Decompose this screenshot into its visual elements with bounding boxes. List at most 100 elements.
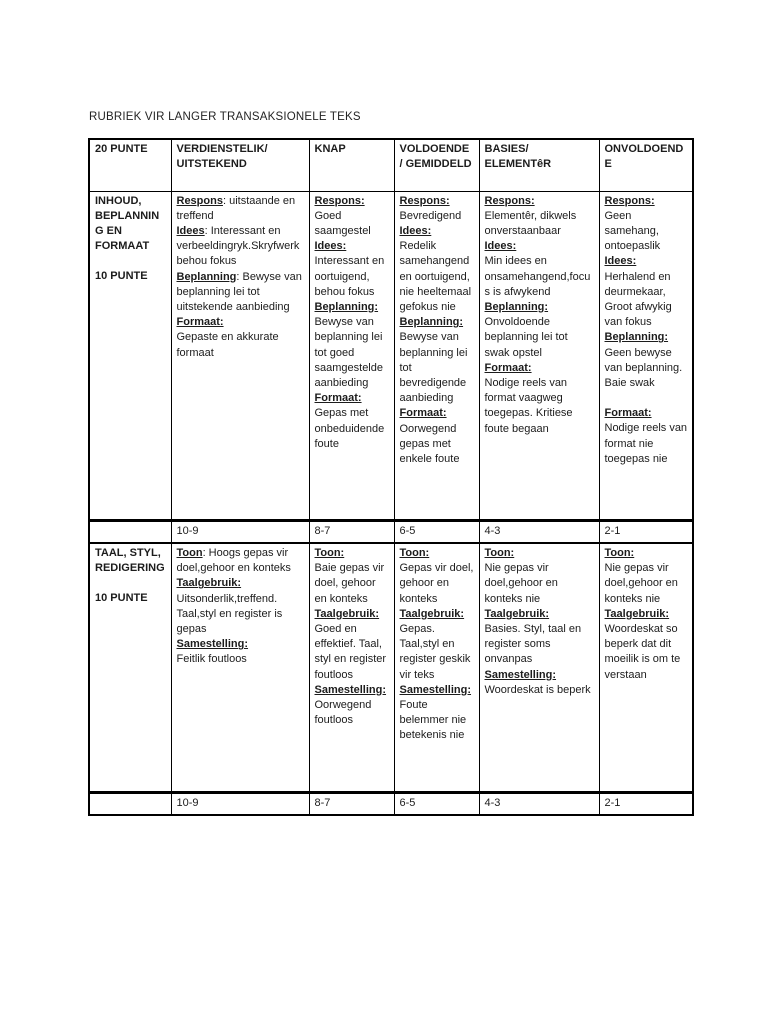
descriptor-heading: Samestelling:: [314, 683, 387, 696]
criteria-row: INHOUD, BEPLANNING EN FORMAAT 10 PUNTE Res…: [88, 190, 694, 521]
descriptor-heading: Idees:: [399, 224, 432, 237]
marks-cell: 8-7: [308, 518, 395, 544]
table-header-row: 20 PUNTE VERDIENSTELIK/ UITSTEKEND KNAP VOL…: [88, 138, 694, 192]
marks-cell: 6-5: [393, 518, 480, 544]
descriptor-cell: Toon: Nie gepas vir doel,gehoor en kontek…: [478, 542, 600, 793]
descriptor-item: Respons: Geen samehang, ontoepaslik: [604, 194, 661, 253]
descriptor-item: Beplanning: Bewyse van beplanning lei to…: [176, 270, 302, 313]
descriptor-item: Beplanning: Bewyse van beplanning lei tot…: [314, 300, 384, 389]
descriptor-item: Samestelling: Woordeskat is beperk: [484, 668, 591, 696]
column-header: BASIES/ ELEMENTêR: [478, 138, 600, 192]
descriptor-heading: Beplanning:: [399, 316, 464, 329]
descriptor-heading: Taalgebruik:: [176, 577, 242, 590]
descriptor-heading: Respons:: [399, 194, 450, 207]
criteria-name: TAAL, STYL, REDIGERING: [95, 547, 165, 575]
descriptor-item: Respons: uitstaande en treffend: [176, 194, 296, 222]
descriptor-item: Formaat: Nodige reels van format vaagweg …: [484, 361, 573, 435]
descriptor-item: Beplanning: Onvoldoende beplanning lei to…: [484, 300, 568, 359]
descriptor-cell: Respons: Elementêr, dikwels onverstaanbaa…: [478, 190, 600, 521]
criteria-label-cell: TAAL, STYL, REDIGERING 10 PUNTE: [88, 542, 172, 793]
column-header: ONVOLDOENDE: [598, 138, 694, 192]
descriptor-item: Idees: Redelik samehangend en oortuigend,…: [399, 224, 472, 313]
column-header: 20 PUNTE: [88, 138, 172, 192]
descriptor-heading: Beplanning:: [314, 300, 379, 313]
descriptor-cell: Toon: Nie gepas vir doel,gehoor en kontek…: [598, 542, 694, 793]
descriptor-heading: Respons:: [484, 194, 535, 207]
descriptor-item: Taalgebruik: Goed en effektief. Taal, sty…: [314, 607, 387, 681]
descriptor-cell: Toon: Gepas vir doel, gehoor en konteks Ta…: [393, 542, 480, 793]
descriptor-heading: Samestelling:: [176, 638, 249, 651]
descriptor-cell: Respons: Bevredigend Idees: Redelik samehan…: [393, 190, 480, 521]
descriptor-heading: Beplanning:: [604, 331, 669, 344]
rubric-table-body: INHOUD, BEPLANNING EN FORMAAT 10 PUNTE Res…: [88, 190, 694, 816]
descriptor-item: Respons: Elementêr, dikwels onverstaanbaa…: [484, 194, 577, 237]
descriptor-heading: Toon: [176, 547, 203, 559]
descriptor-item: Idees: Interessant en oortuigend, behou f…: [314, 240, 385, 298]
page-title: RUBRIEK VIR LANGER TRANSAKSIONELE TEKS: [89, 111, 361, 123]
descriptor-item: Idees: Min idees en onsamehangend,focus i…: [484, 240, 591, 298]
marks-cell: [88, 790, 172, 816]
descriptor-cell: Respons: uitstaande en treffend Idees: In…: [170, 190, 310, 521]
descriptor-item: Idees: Interessant en verbeeldingryk.Skr…: [176, 224, 300, 268]
descriptor-item: Toon: Nie gepas vir doel,gehoor en kontek…: [484, 547, 558, 605]
column-header: KNAP: [308, 138, 395, 192]
descriptor-item: Beplanning: Geen bewyse van beplanning. B…: [604, 331, 683, 389]
criteria-name: INHOUD, BEPLANNING EN FORMAAT: [95, 194, 160, 253]
descriptor-item: Taalgebruik: Uitsonderlik,treffend. Taal,…: [176, 577, 283, 636]
descriptor-heading: Samestelling:: [484, 668, 557, 681]
descriptor-heading: Toon:: [484, 547, 515, 559]
descriptor-cell: Toon: Baie gepas vir doel, gehoor en kont…: [308, 542, 395, 793]
descriptor-item: Respons: Goed saamgestel: [314, 194, 371, 237]
descriptor-item: Toon: Gepas vir doel, gehoor en konteks: [399, 547, 474, 605]
criteria-points: 10 PUNTE: [95, 592, 148, 605]
marks-cell: 10-9: [170, 518, 310, 544]
descriptor-heading: Formaat:: [484, 361, 532, 374]
descriptor-heading: Formaat:: [176, 316, 224, 329]
descriptor-item: Taalgebruik: Basies. Styl, taal en regist…: [484, 607, 582, 666]
descriptor-heading: Idees: [176, 224, 205, 237]
descriptor-item: Idees: Herhalend en deurmekaar, Groot afw…: [604, 255, 672, 329]
descriptor-heading: Toon:: [399, 547, 430, 559]
descriptor-heading: Respons: [176, 194, 223, 207]
descriptor-heading: Formaat:: [604, 407, 652, 420]
descriptor-heading: Samestelling:: [399, 683, 472, 696]
descriptor-heading: Toon:: [604, 547, 635, 559]
criteria-points: 10 PUNTE: [95, 270, 148, 283]
marks-cell: 2-1: [598, 790, 694, 816]
marks-row: 10-9 8-7 6-5 4-3 2-1: [88, 790, 694, 816]
descriptor-item: Beplanning: Bewyse van beplanning lei tot…: [399, 316, 468, 405]
criteria-label-cell: INHOUD, BEPLANNING EN FORMAAT 10 PUNTE: [88, 190, 172, 521]
marks-cell: [88, 518, 172, 544]
descriptor-cell: Respons: Goed saamgestel Idees: Interessant…: [308, 190, 395, 521]
marks-cell: 2-1: [598, 518, 694, 544]
marks-cell: 4-3: [478, 790, 600, 816]
descriptor-heading: Idees:: [314, 240, 347, 253]
column-header: VOLDOENDE / GEMIDDELD: [393, 138, 480, 192]
descriptor-heading: Beplanning:: [484, 300, 549, 313]
criteria-row: TAAL, STYL, REDIGERING 10 PUNTE Toon: Hoog…: [88, 542, 694, 793]
descriptor-cell: Toon: Hoogs gepas vir doel,gehoor en kon…: [170, 542, 310, 793]
descriptor-item: Formaat: Oorwegend gepas met enkele foute: [399, 407, 460, 465]
descriptor-item: Samestelling: Feitlik foutloos: [176, 638, 249, 666]
marks-row: 10-9 8-7 6-5 4-3 2-1: [88, 518, 694, 544]
descriptor-heading: Formaat:: [314, 392, 362, 405]
descriptor-heading: Beplanning: [176, 270, 237, 283]
descriptor-item: Samestelling: Foute belemmer nie betekeni…: [399, 683, 472, 742]
descriptor-item: Toon: Nie gepas vir doel,gehoor en kontek…: [604, 547, 678, 605]
marks-cell: 6-5: [393, 790, 480, 816]
descriptor-item: Formaat: Gepas met onbeduidende foute: [314, 392, 385, 450]
descriptor-heading: Idees:: [604, 255, 637, 268]
descriptor-item: Toon: Hoogs gepas vir doel,gehoor en kon…: [176, 547, 291, 575]
descriptor-item: Taalgebruik: Woordeskat so beperk dat dit…: [604, 607, 681, 681]
descriptor-heading: Taalgebruik:: [604, 607, 670, 620]
descriptor-heading: Idees:: [484, 240, 517, 253]
descriptor-item: Formaat: Gepaste en akkurate formaat: [176, 316, 279, 359]
descriptor-heading: Respons:: [314, 194, 365, 207]
descriptor-heading: Formaat:: [399, 407, 447, 420]
descriptor-heading: Taalgebruik:: [399, 607, 465, 620]
descriptor-heading: Respons:: [604, 194, 655, 207]
descriptor-item: Taalgebruik: Gepas. Taal,styl en register…: [399, 607, 471, 681]
descriptor-cell: Respons: Geen samehang, ontoepaslik Idees:…: [598, 190, 694, 521]
descriptor-heading: Toon:: [314, 547, 345, 559]
marks-cell: 4-3: [478, 518, 600, 544]
